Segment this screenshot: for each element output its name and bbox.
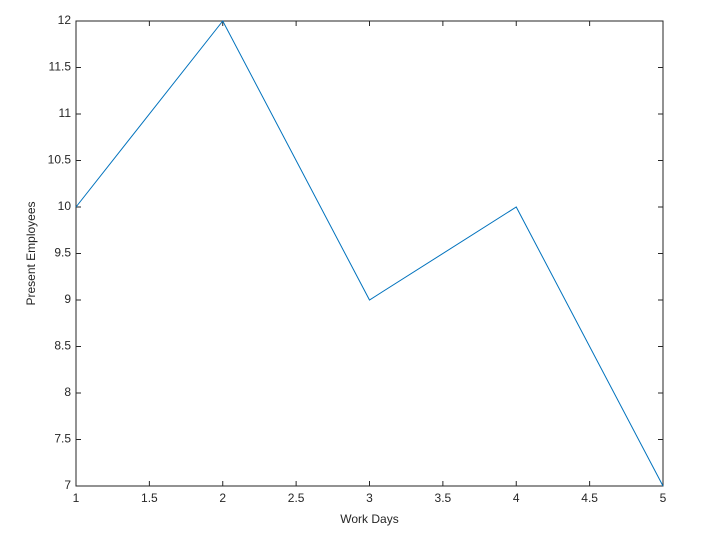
x-tick-label: 1.5 [141, 491, 158, 505]
plot-frame [75, 20, 664, 487]
x-tick-label: 4 [513, 491, 520, 505]
y-tick-label: 7 [64, 478, 71, 492]
y-tick-label: 8.5 [54, 339, 71, 353]
y-tick-label: 9.5 [54, 246, 71, 260]
y-tick-label: 12 [58, 13, 72, 27]
x-tick-label: 1 [73, 491, 80, 505]
y-tick-label: 8 [64, 385, 71, 399]
x-tick-label: 2.5 [288, 491, 305, 505]
y-tick-label: 9 [64, 292, 71, 306]
x-tick-label: 2 [219, 491, 226, 505]
y-axis-label: Present Employees [24, 201, 38, 305]
x-tick-label: 3 [366, 491, 373, 505]
y-tick-label: 10.5 [48, 153, 72, 167]
y-tick-label: 11.5 [49, 60, 72, 74]
x-tick-label: 4.5 [581, 491, 598, 505]
y-tick-label: 10 [58, 199, 72, 213]
y-tick-label: 7.5 [54, 432, 71, 446]
x-tick-label: 5 [660, 491, 667, 505]
y-tick-label: 11 [59, 106, 72, 120]
x-tick-label: 3.5 [435, 491, 452, 505]
line [75, 20, 664, 487]
x-axis-label: Work Days [340, 512, 398, 526]
